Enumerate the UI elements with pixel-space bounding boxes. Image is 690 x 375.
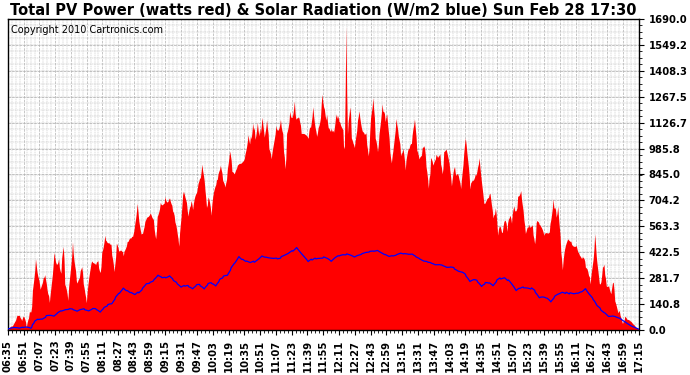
Text: Copyright 2010 Cartronics.com: Copyright 2010 Cartronics.com [11,25,163,35]
Title: Total PV Power (watts red) & Solar Radiation (W/m2 blue) Sun Feb 28 17:30: Total PV Power (watts red) & Solar Radia… [10,3,636,18]
